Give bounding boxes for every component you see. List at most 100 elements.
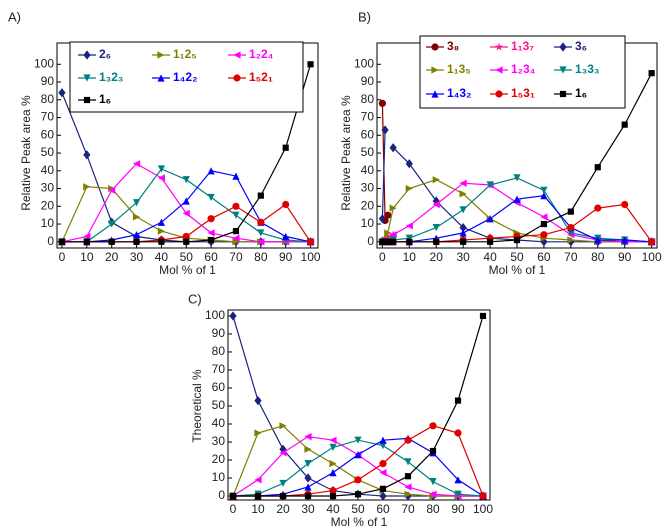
x-tick-label: 30 [456,250,470,264]
x-tick-label: 100 [473,502,493,516]
y-tick-label: 10 [361,216,375,230]
marker [232,234,240,242]
legend-label: 1₂2₄ [249,47,274,61]
marker [282,200,290,209]
marker [381,125,389,135]
marker [132,213,141,221]
marker [621,200,629,209]
marker [132,160,141,168]
marker [494,42,504,51]
x-tick-label: 90 [618,250,632,264]
y-tick-label: 80 [212,344,226,358]
marker [378,99,386,107]
y-tick-label: 100 [34,56,54,70]
marker [157,51,165,59]
marker [83,50,91,60]
y-tick-label: 50 [212,398,226,412]
x-tick-label: 50 [510,250,524,264]
marker [354,491,362,498]
y-tick-label: 60 [212,380,226,394]
marker [495,90,503,98]
marker [379,436,387,444]
marker [232,172,240,180]
marker [432,200,440,209]
series-line [61,92,311,243]
x-tick-label: 100 [642,250,662,264]
x-tick-label: 80 [254,250,268,264]
y-tick-label: 30 [212,434,226,448]
marker [207,193,215,202]
x-tick-label: 0 [230,502,237,516]
x-tick-label: 100 [301,250,321,264]
marker [232,211,240,219]
marker [495,66,503,74]
marker [433,238,440,245]
marker [429,490,437,498]
marker [648,238,656,246]
marker [229,492,237,500]
marker [384,211,392,219]
x-tick-label: 40 [155,250,169,264]
y-tick-label: 0 [47,234,54,248]
marker [621,236,629,244]
marker [233,51,241,59]
x-tick-label: 70 [564,250,578,264]
marker [384,229,392,237]
marker [232,238,240,246]
marker [182,176,190,184]
marker [108,186,116,194]
x-tick-label: 50 [180,250,194,264]
x-tick-label: 60 [537,250,551,264]
marker [567,208,574,215]
x-tick-label: 30 [130,250,144,264]
x-tick-label: 90 [451,502,465,516]
marker [479,312,487,320]
panel-label: A) [8,9,21,24]
marker [132,199,141,207]
panel-label: C) [188,291,202,306]
marker [567,236,575,244]
marker [83,183,91,191]
marker [354,436,362,444]
legend-box [69,41,304,113]
marker [390,238,397,245]
series-line [232,315,483,497]
marker [431,90,439,98]
marker [405,184,413,193]
marker [182,197,190,205]
y-axis-label: Theoretical % [190,369,204,443]
marker [540,186,548,194]
x-tick-label: 10 [80,250,94,264]
x-tick-label: 90 [279,250,293,264]
marker [257,238,265,246]
series-line [233,315,484,497]
marker [83,150,91,160]
marker [404,436,412,444]
marker [559,42,567,52]
marker [182,209,190,217]
marker [304,473,312,483]
y-tick-label: 80 [361,92,375,106]
legend-label: 2₆ [99,47,111,61]
y-tick-label: 0 [367,234,374,248]
y-tick-label: 10 [41,216,55,230]
legend-label: 1₁3₇ [511,39,534,53]
y-tick-label: 20 [41,198,55,212]
x-tick-label: 70 [401,502,415,516]
marker [459,179,467,187]
y-tick-label: 60 [41,127,55,141]
marker [404,473,412,480]
marker [304,492,312,500]
legend-label: 1₃2₃ [99,70,123,84]
marker [282,232,290,241]
marker [454,397,462,404]
marker [404,490,412,498]
series-line [233,425,484,497]
legend-label: 3₆ [575,39,587,53]
marker [207,167,215,175]
marker [429,447,437,455]
marker [648,70,655,77]
marker [233,74,241,82]
marker [254,429,262,437]
y-tick-label: 20 [212,452,226,466]
